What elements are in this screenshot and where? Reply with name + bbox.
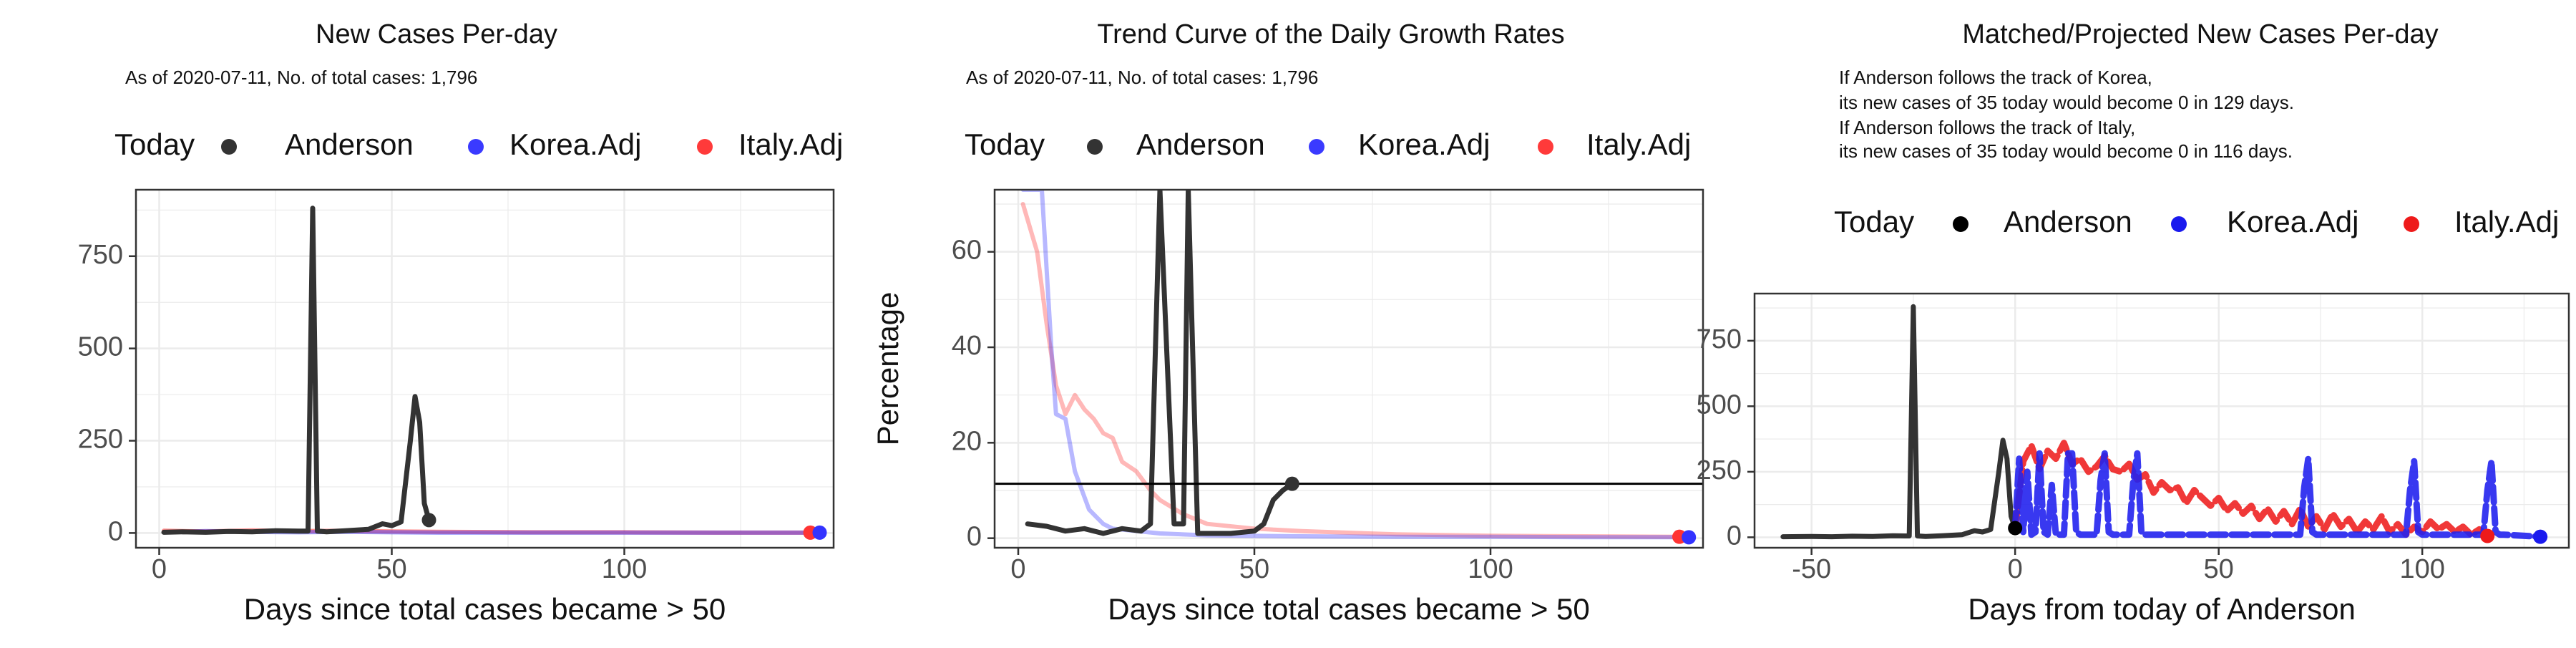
chart-panel-1: New Cases Per-day As of 2020-07-11, No. o… <box>78 19 844 626</box>
chart-subtitle: As of 2020-07-11, No. of total cases: 1,… <box>125 67 477 88</box>
legend-marker-korea-adj <box>2171 216 2187 232</box>
legend-label: Anderson <box>285 127 414 161</box>
today-point-anderson <box>2008 521 2022 536</box>
legend-label: Korea.Adj <box>2227 205 2358 238</box>
legend-label: Korea.Adj <box>509 127 641 161</box>
y-tick-label: 20 <box>952 426 982 456</box>
chart-panel-2: Trend Curve of the Daily Growth Rates As … <box>871 19 1703 626</box>
today-point-korea-adj <box>2533 530 2547 544</box>
legend-title: Today <box>1834 205 1914 238</box>
legend-marker-anderson <box>221 139 237 155</box>
legend-marker-italy-adj <box>697 139 713 155</box>
x-axis-label: Days since total cases became > 50 <box>244 592 726 626</box>
x-tick-label: 50 <box>376 554 406 584</box>
chart-subtitle: As of 2020-07-11, No. of total cases: 1,… <box>966 67 1318 88</box>
legend-marker-italy-adj <box>1538 139 1553 155</box>
legend-title: Today <box>965 127 1045 161</box>
legend-marker-italy-adj <box>2404 216 2419 232</box>
x-tick-label: 0 <box>1010 554 1025 584</box>
x-axis-label: Days from today of Anderson <box>1968 592 2356 626</box>
chart-panel-3: Matched/Projected New Cases Per-day If An… <box>1697 19 2569 626</box>
chart-title: Trend Curve of the Daily Growth Rates <box>1097 19 1564 49</box>
x-tick-label: 100 <box>602 554 647 584</box>
today-point-italy-adj <box>2480 529 2494 543</box>
legend-label: Anderson <box>1136 127 1265 161</box>
y-tick-label: 0 <box>967 522 982 552</box>
chart-title: Matched/Projected New Cases Per-day <box>1962 19 2438 49</box>
y-tick-label: 250 <box>78 425 123 455</box>
x-tick-label: 0 <box>152 554 167 584</box>
y-tick-label: 0 <box>108 516 123 546</box>
legend-label: Italy.Adj <box>2454 205 2559 238</box>
chart-annotation: its new cases of 35 today would become 0… <box>1839 92 2294 113</box>
plot-area <box>995 190 1703 548</box>
x-tick-label: 50 <box>2204 554 2234 584</box>
legend-label: Italy.Adj <box>1586 127 1691 161</box>
today-point-korea-adj <box>1682 530 1696 544</box>
x-tick-label: 50 <box>1239 554 1269 584</box>
legend-marker-korea-adj <box>1309 139 1324 155</box>
x-tick-label: 100 <box>2399 554 2444 584</box>
legend-label: Anderson <box>2004 205 2132 238</box>
y-tick-label: 250 <box>1697 455 1742 485</box>
x-tick-label: 0 <box>2008 554 2023 584</box>
legend-marker-korea-adj <box>468 139 484 155</box>
chart-title: New Cases Per-day <box>316 19 557 49</box>
y-tick-label: 0 <box>1727 521 1742 551</box>
today-point-anderson <box>422 513 436 527</box>
x-axis-label: Days since total cases became > 50 <box>1108 592 1590 626</box>
chart-annotation: If Anderson follows the track of Italy, <box>1839 117 2135 138</box>
y-tick-label: 750 <box>1697 324 1742 354</box>
y-tick-label: 750 <box>78 240 123 270</box>
legend-marker-anderson <box>1953 216 1968 232</box>
today-point-korea-adj <box>813 526 827 540</box>
y-tick-label: 60 <box>952 236 982 266</box>
x-tick-label: 100 <box>1468 554 1513 584</box>
plot-area <box>136 190 834 548</box>
chart-annotation: If Anderson follows the track of Korea, <box>1839 67 2152 88</box>
plot-area <box>1755 294 2569 548</box>
y-tick-label: 500 <box>1697 390 1742 420</box>
today-point-anderson <box>1285 477 1299 491</box>
legend-title: Today <box>114 127 195 161</box>
x-tick-label: -50 <box>1792 554 1831 584</box>
y-tick-label: 500 <box>78 332 123 362</box>
legend-label: Italy.Adj <box>738 127 843 161</box>
chart-annotation: its new cases of 35 today would become 0… <box>1839 140 2293 162</box>
legend-label: Korea.Adj <box>1358 127 1490 161</box>
y-axis-label: Percentage <box>871 292 904 446</box>
legend-marker-anderson <box>1087 139 1103 155</box>
y-tick-label: 40 <box>952 331 982 361</box>
